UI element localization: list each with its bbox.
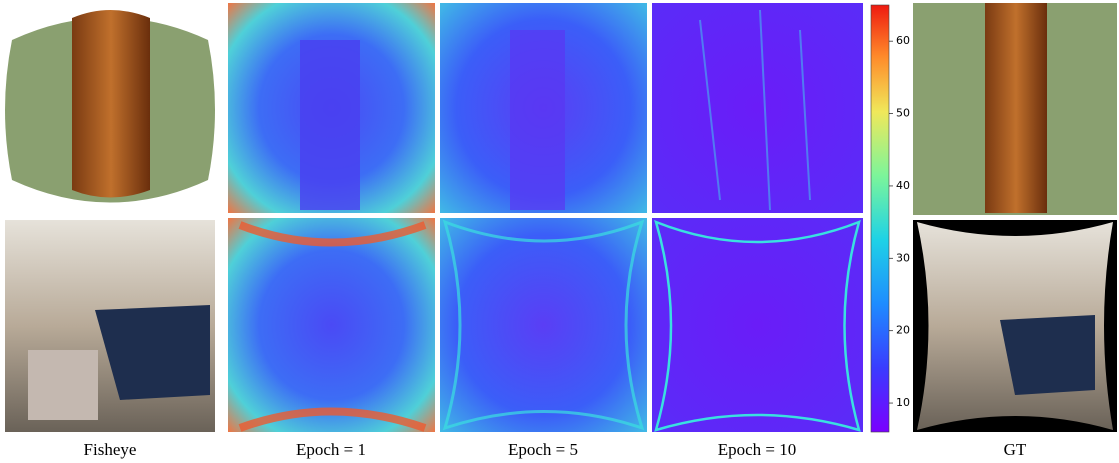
colorbar-tick-label: 60 — [896, 34, 910, 47]
heatmaps — [228, 3, 863, 432]
gt-images — [913, 3, 1117, 432]
colorbar-ticks: 10 20 30 40 50 60 — [889, 34, 910, 409]
colorbar-tick-label: 20 — [896, 324, 910, 337]
caption: Epoch = 5 — [508, 440, 578, 459]
figure: 10 20 30 40 50 60 Fisheye Epoch = 1 Epoch = 5… — [0, 0, 1119, 463]
colorbar-tick-label: 50 — [896, 107, 910, 120]
colorbar — [871, 5, 889, 432]
gt-top-panel — [985, 3, 1047, 213]
colorbar-tick-label: 10 — [896, 396, 910, 409]
caption: Epoch = 10 — [718, 440, 797, 459]
heatmap-detail — [300, 40, 360, 210]
fisheye-top-panel — [72, 10, 150, 198]
fisheye-rug — [28, 350, 98, 420]
heatmap — [652, 3, 863, 213]
colorbar-tick-label: 30 — [896, 251, 910, 264]
caption: Fisheye — [84, 440, 137, 459]
fisheye-images — [5, 10, 215, 432]
heatmap — [652, 218, 863, 432]
colorbar-tick-label: 40 — [896, 179, 910, 192]
caption: Epoch = 1 — [296, 440, 366, 459]
heatmap-detail — [510, 30, 565, 210]
gt-bed — [1000, 315, 1095, 395]
caption: GT — [1004, 440, 1027, 459]
heatmap — [228, 218, 435, 432]
heatmap — [440, 218, 647, 432]
